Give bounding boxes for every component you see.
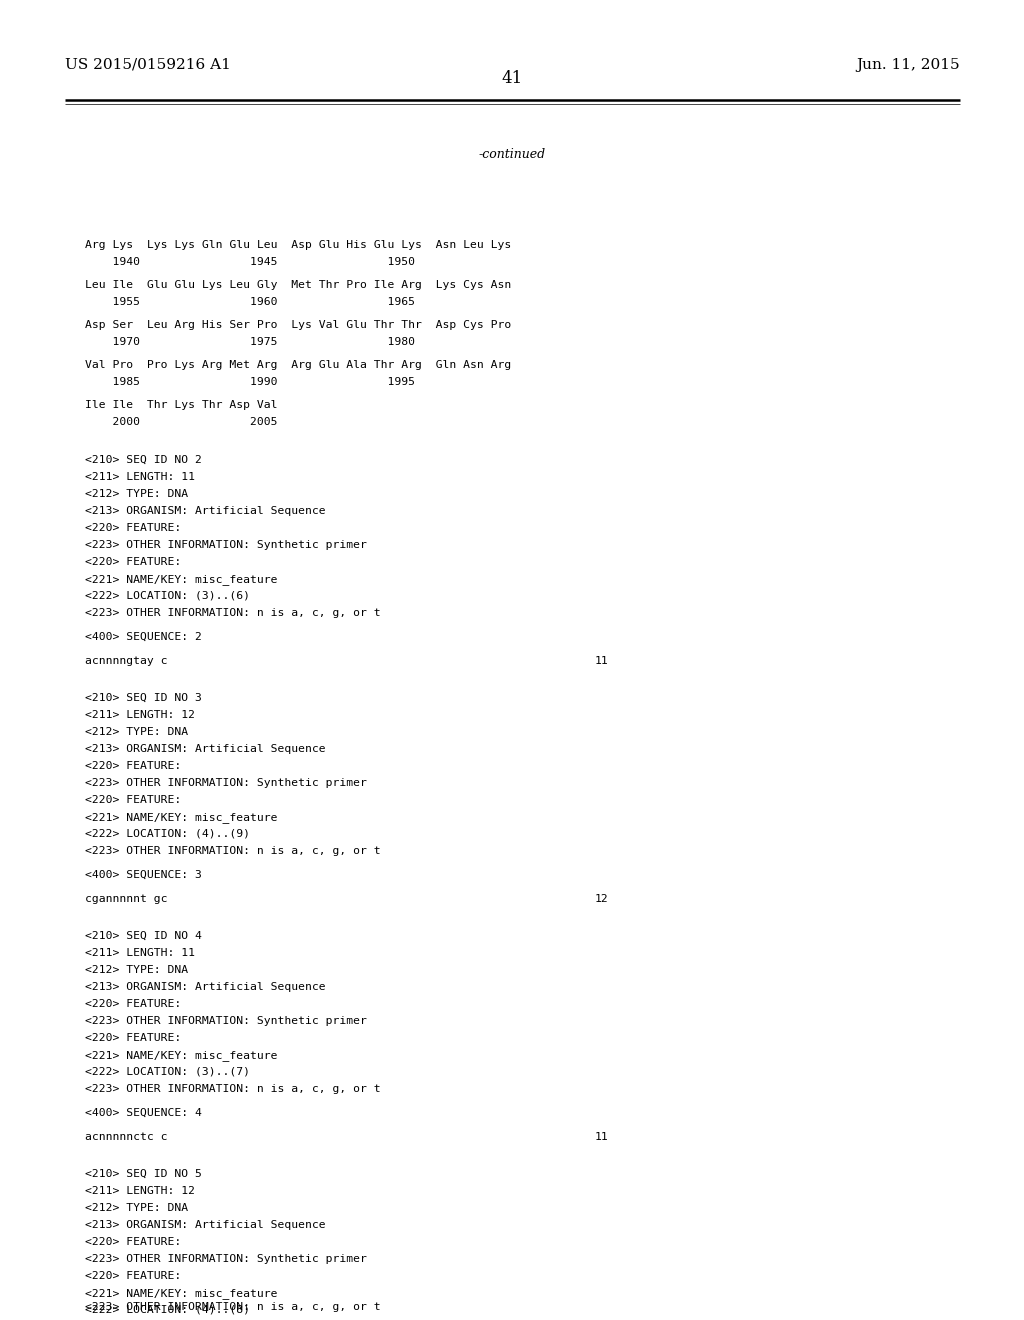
Text: <223> OTHER INFORMATION: Synthetic primer: <223> OTHER INFORMATION: Synthetic prime… (85, 1016, 367, 1026)
Text: <220> FEATURE:: <220> FEATURE: (85, 999, 181, 1008)
Text: <220> FEATURE:: <220> FEATURE: (85, 557, 181, 568)
Text: 1985                1990                1995: 1985 1990 1995 (85, 378, 415, 387)
Text: <213> ORGANISM: Artificial Sequence: <213> ORGANISM: Artificial Sequence (85, 744, 326, 754)
Text: Asp Ser  Leu Arg His Ser Pro  Lys Val Glu Thr Thr  Asp Cys Pro: Asp Ser Leu Arg His Ser Pro Lys Val Glu … (85, 319, 511, 330)
Text: <213> ORGANISM: Artificial Sequence: <213> ORGANISM: Artificial Sequence (85, 1220, 326, 1230)
Text: <223> OTHER INFORMATION: n is a, c, g, or t: <223> OTHER INFORMATION: n is a, c, g, o… (85, 609, 381, 618)
Text: <220> FEATURE:: <220> FEATURE: (85, 1034, 181, 1043)
Text: 41: 41 (502, 70, 522, 87)
Text: 12: 12 (595, 894, 608, 904)
Text: <212> TYPE: DNA: <212> TYPE: DNA (85, 488, 188, 499)
Text: <210> SEQ ID NO 5: <210> SEQ ID NO 5 (85, 1170, 202, 1179)
Text: <212> TYPE: DNA: <212> TYPE: DNA (85, 727, 188, 737)
Text: <213> ORGANISM: Artificial Sequence: <213> ORGANISM: Artificial Sequence (85, 982, 326, 993)
Text: <223> OTHER INFORMATION: Synthetic primer: <223> OTHER INFORMATION: Synthetic prime… (85, 540, 367, 550)
Text: 11: 11 (595, 1133, 608, 1142)
Text: <222> LOCATION: (3)..(6): <222> LOCATION: (3)..(6) (85, 591, 250, 601)
Text: cgannnnnt gc: cgannnnnt gc (85, 894, 168, 904)
Text: <223> OTHER INFORMATION: Synthetic primer: <223> OTHER INFORMATION: Synthetic prime… (85, 777, 367, 788)
Text: <221> NAME/KEY: misc_feature: <221> NAME/KEY: misc_feature (85, 812, 278, 822)
Text: <213> ORGANISM: Artificial Sequence: <213> ORGANISM: Artificial Sequence (85, 506, 326, 516)
Text: <220> FEATURE:: <220> FEATURE: (85, 523, 181, 533)
Text: <221> NAME/KEY: misc_feature: <221> NAME/KEY: misc_feature (85, 574, 278, 585)
Text: <220> FEATURE:: <220> FEATURE: (85, 1271, 181, 1280)
Text: <400> SEQUENCE: 3: <400> SEQUENCE: 3 (85, 870, 202, 880)
Text: <221> NAME/KEY: misc_feature: <221> NAME/KEY: misc_feature (85, 1288, 278, 1299)
Text: <221> NAME/KEY: misc_feature: <221> NAME/KEY: misc_feature (85, 1049, 278, 1061)
Text: <220> FEATURE:: <220> FEATURE: (85, 762, 181, 771)
Text: <212> TYPE: DNA: <212> TYPE: DNA (85, 1203, 188, 1213)
Text: US 2015/0159216 A1: US 2015/0159216 A1 (65, 58, 230, 73)
Text: 1940                1945                1950: 1940 1945 1950 (85, 257, 415, 267)
Text: <212> TYPE: DNA: <212> TYPE: DNA (85, 965, 188, 975)
Text: 1955                1960                1965: 1955 1960 1965 (85, 297, 415, 308)
Text: <222> LOCATION: (4)..(8): <222> LOCATION: (4)..(8) (85, 1305, 250, 1315)
Text: <210> SEQ ID NO 3: <210> SEQ ID NO 3 (85, 693, 202, 704)
Text: acnnnnnctc c: acnnnnnctc c (85, 1133, 168, 1142)
Text: Ile Ile  Thr Lys Thr Asp Val: Ile Ile Thr Lys Thr Asp Val (85, 400, 278, 411)
Text: 2000                2005: 2000 2005 (85, 417, 278, 426)
Text: Arg Lys  Lys Lys Gln Glu Leu  Asp Glu His Glu Lys  Asn Leu Lys: Arg Lys Lys Lys Gln Glu Leu Asp Glu His … (85, 240, 511, 249)
Text: Val Pro  Pro Lys Arg Met Arg  Arg Glu Ala Thr Arg  Gln Asn Arg: Val Pro Pro Lys Arg Met Arg Arg Glu Ala … (85, 360, 511, 370)
Text: <222> LOCATION: (3)..(7): <222> LOCATION: (3)..(7) (85, 1067, 250, 1077)
Text: <223> OTHER INFORMATION: Synthetic primer: <223> OTHER INFORMATION: Synthetic prime… (85, 1254, 367, 1265)
Text: <222> LOCATION: (4)..(9): <222> LOCATION: (4)..(9) (85, 829, 250, 840)
Text: <400> SEQUENCE: 2: <400> SEQUENCE: 2 (85, 632, 202, 642)
Text: <400> SEQUENCE: 4: <400> SEQUENCE: 4 (85, 1107, 202, 1118)
Text: <220> FEATURE:: <220> FEATURE: (85, 795, 181, 805)
Text: Leu Ile  Glu Glu Lys Leu Gly  Met Thr Pro Ile Arg  Lys Cys Asn: Leu Ile Glu Glu Lys Leu Gly Met Thr Pro … (85, 280, 511, 290)
Text: <211> LENGTH: 11: <211> LENGTH: 11 (85, 473, 195, 482)
Text: <211> LENGTH: 12: <211> LENGTH: 12 (85, 1185, 195, 1196)
Text: Jun. 11, 2015: Jun. 11, 2015 (856, 58, 961, 73)
Text: 11: 11 (595, 656, 608, 667)
Text: -continued: -continued (478, 148, 546, 161)
Text: <210> SEQ ID NO 2: <210> SEQ ID NO 2 (85, 455, 202, 465)
Text: <223> OTHER INFORMATION: n is a, c, g, or t: <223> OTHER INFORMATION: n is a, c, g, o… (85, 846, 381, 855)
Text: 1970                1975                1980: 1970 1975 1980 (85, 337, 415, 347)
Text: <223> OTHER INFORMATION: n is a, c, g, or t: <223> OTHER INFORMATION: n is a, c, g, o… (85, 1302, 381, 1312)
Text: <211> LENGTH: 11: <211> LENGTH: 11 (85, 948, 195, 958)
Text: <210> SEQ ID NO 4: <210> SEQ ID NO 4 (85, 931, 202, 941)
Text: <223> OTHER INFORMATION: n is a, c, g, or t: <223> OTHER INFORMATION: n is a, c, g, o… (85, 1084, 381, 1094)
Text: <220> FEATURE:: <220> FEATURE: (85, 1237, 181, 1247)
Text: <211> LENGTH: 12: <211> LENGTH: 12 (85, 710, 195, 719)
Text: acnnnngtay c: acnnnngtay c (85, 656, 168, 667)
